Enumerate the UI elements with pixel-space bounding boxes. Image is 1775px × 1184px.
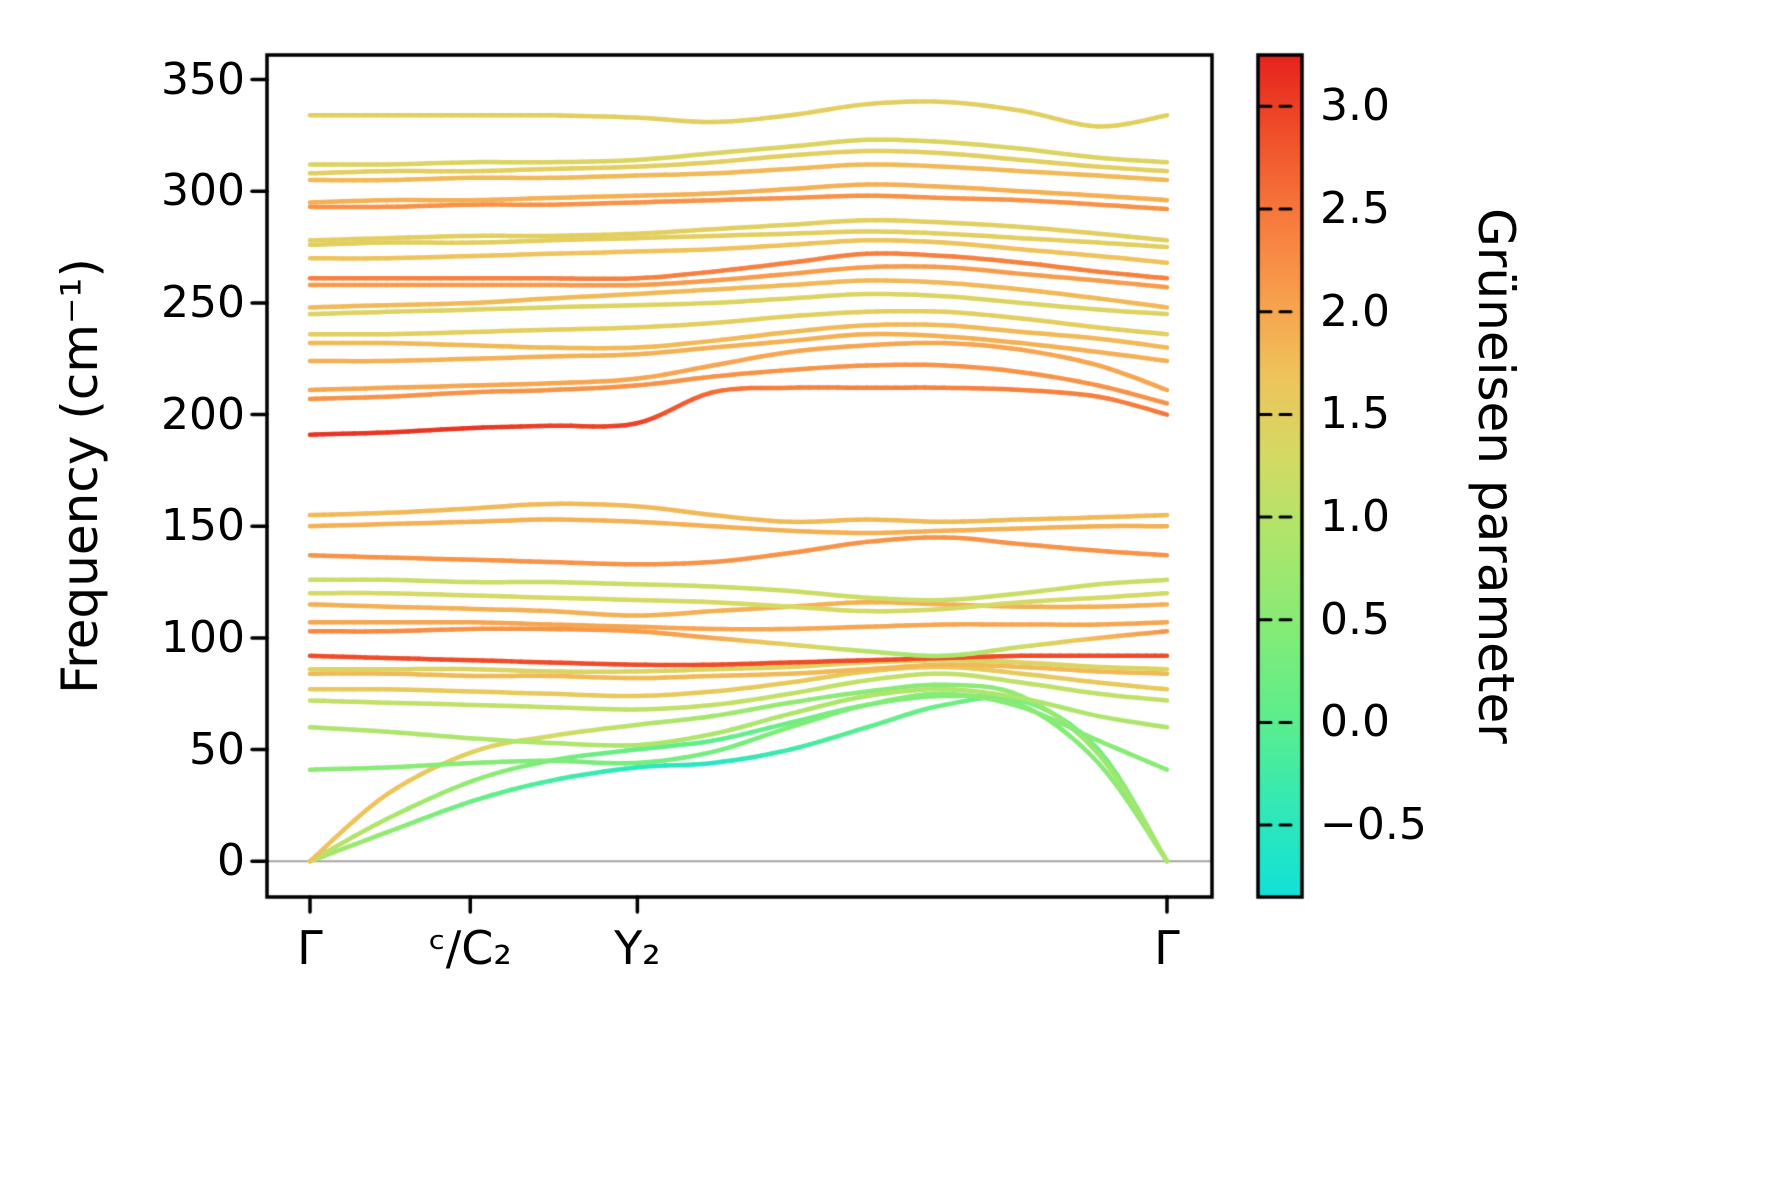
y-tick-label: 50: [189, 723, 245, 775]
x-tick-label: ᶜ/C₂: [428, 921, 512, 975]
y-tick-label: 0: [217, 835, 245, 887]
x-tick-label: Y₂: [614, 921, 661, 975]
y-tick-label: 200: [161, 388, 245, 440]
colorbar-tick-label: 0.0: [1320, 696, 1390, 748]
colorbar-tick-label: 3.0: [1320, 80, 1390, 132]
colorbar-tick-label: −0.5: [1320, 799, 1427, 851]
x-tick-label: Γ: [1154, 921, 1180, 975]
colorbar-tick-label: 1.0: [1320, 491, 1390, 543]
y-tick-label: 350: [161, 53, 245, 105]
colorbar-tick-label: 2.5: [1320, 183, 1390, 235]
y-tick-label: 300: [161, 165, 245, 217]
y-tick-label: 100: [161, 611, 245, 663]
colorbar-tick-label: 0.5: [1320, 593, 1390, 645]
colorbar-label: Grüneisen parameter: [1467, 208, 1525, 744]
y-tick-label: 150: [161, 500, 245, 552]
x-tick-label: Γ: [297, 921, 323, 975]
y-tick-label: 250: [161, 276, 245, 328]
colorbar-tick-label: 2.0: [1320, 285, 1390, 337]
colorbar-tick-label: 1.5: [1320, 388, 1390, 440]
